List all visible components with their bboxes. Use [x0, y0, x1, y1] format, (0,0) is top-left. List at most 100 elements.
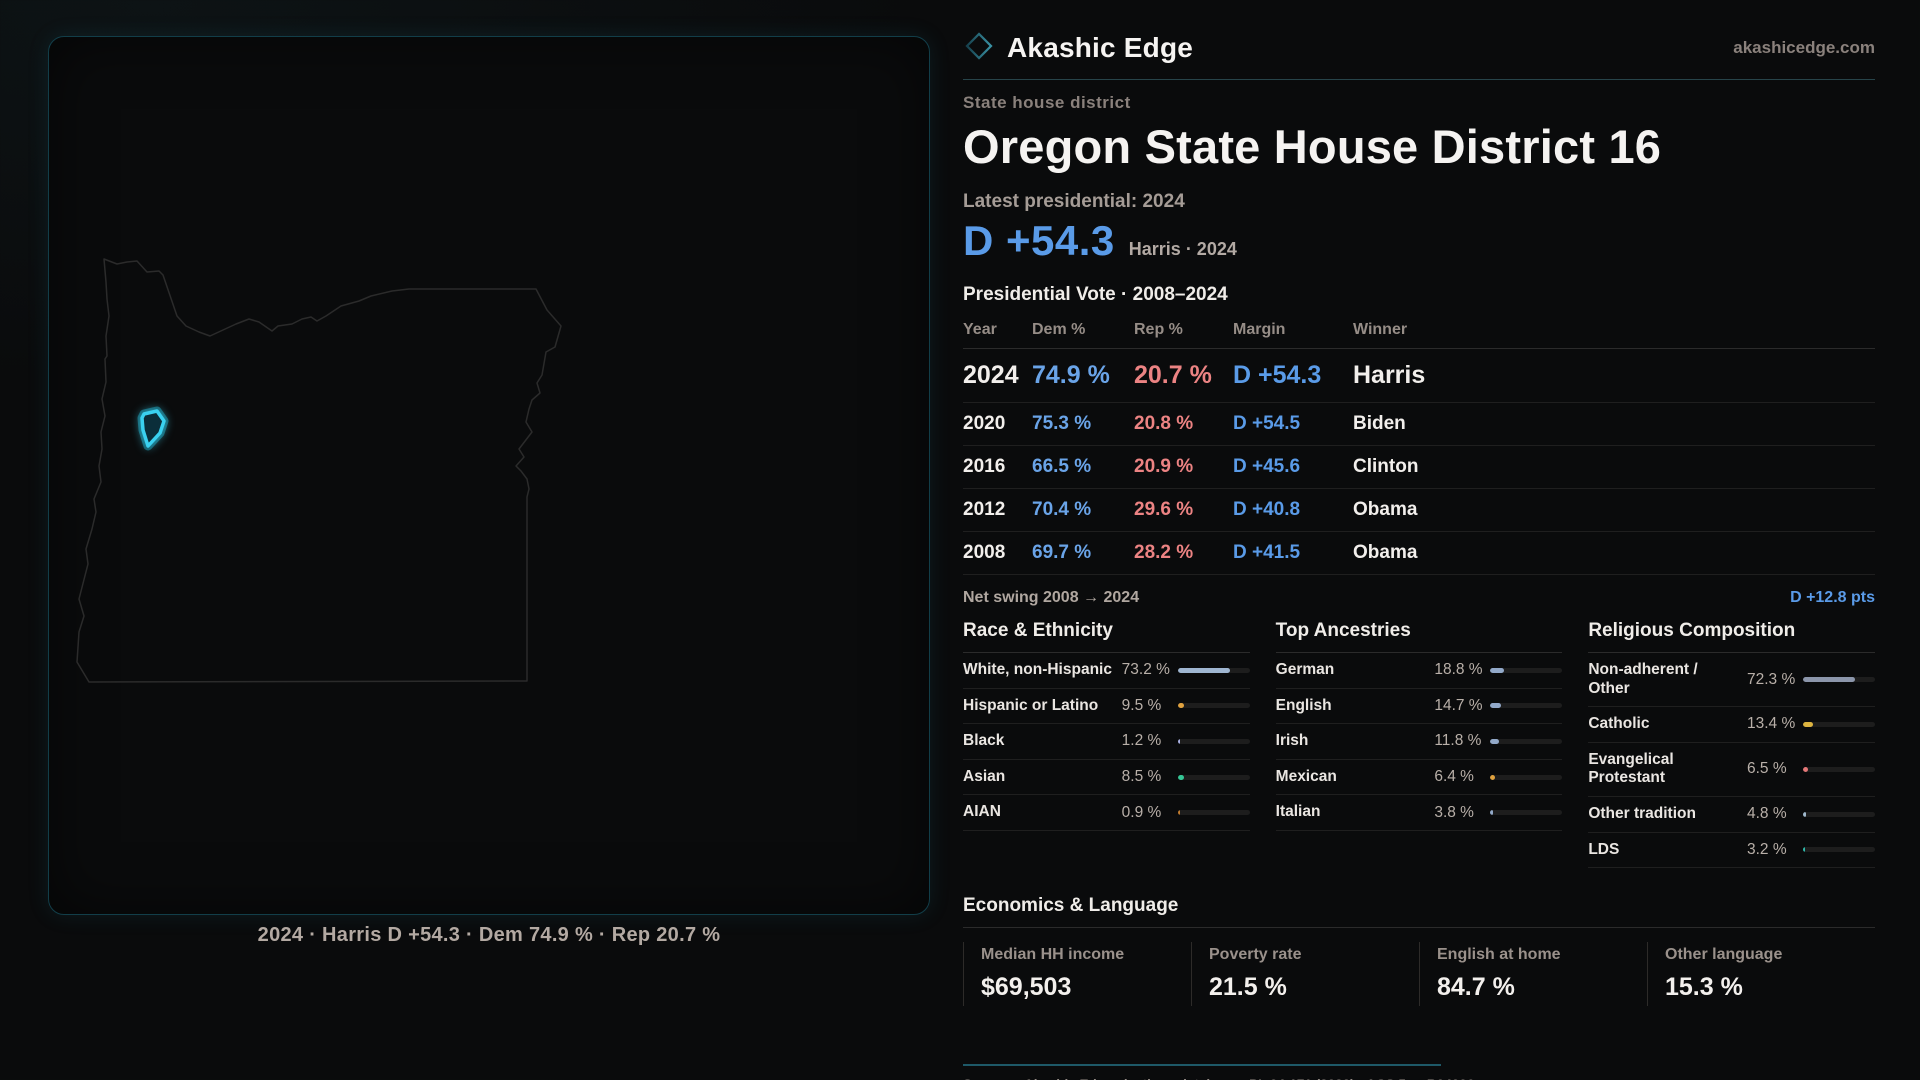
stat-row: AIAN 0.9 %: [963, 795, 1250, 831]
economics-label: English at home: [1437, 946, 1561, 964]
stat-bar: [1802, 847, 1875, 853]
stat-bar: [1177, 810, 1250, 816]
economics-label: Median HH income: [981, 946, 1125, 964]
stat-label: English: [1275, 696, 1332, 714]
stat-row: German 18.8 %: [1275, 653, 1563, 689]
stat-value: 8.5 %: [1121, 768, 1162, 786]
demographics-grid: Race & Ethnicity White, non-Hispanic 73.…: [963, 620, 1875, 869]
vote-winner: Obama: [1353, 542, 1418, 563]
diamond-logo-icon: [963, 30, 995, 67]
vote-margin: D +41.5: [1233, 542, 1301, 563]
net-swing-row: Net swing 2008 → 2024 D +12.8 pts: [963, 575, 1875, 607]
vote-winner: Clinton: [1353, 456, 1419, 477]
economics-card: Poverty rate 21.5 %: [1191, 942, 1419, 1007]
stat-value: 1.2 %: [1121, 732, 1162, 750]
stat-bar: [1802, 766, 1875, 772]
stat-bar: [1490, 738, 1563, 744]
stat-row: Mexican 6.4 %: [1275, 760, 1563, 796]
vote-table-title: Presidential Vote · 2008–2024: [963, 284, 1228, 305]
demographic-section: Religious Composition Non-adherent / Oth…: [1588, 620, 1875, 869]
col-margin: Margin: [1233, 321, 1286, 338]
page-title: Oregon State House District 16: [963, 120, 1662, 173]
economics-title: Economics & Language: [963, 895, 1875, 929]
section-title: Top Ancestries: [1275, 620, 1563, 653]
col-rep: Rep %: [1134, 321, 1183, 338]
stat-value: 18.8 %: [1434, 661, 1483, 679]
brand-header: Akashic Edge akashicedge.com: [963, 26, 1875, 70]
stat-row: Other tradition 4.8 %: [1588, 797, 1875, 833]
stat-row: Irish 11.8 %: [1275, 724, 1563, 760]
stat-label: Italian: [1275, 803, 1321, 821]
stat-row: White, non-Hispanic 73.2 %: [963, 653, 1250, 689]
stat-row: Non-adherent / Other 72.3 %: [1588, 653, 1875, 708]
stat-bar: [1490, 810, 1563, 816]
stat-label: AIAN: [963, 803, 1001, 821]
vote-rep: 29.6 %: [1134, 499, 1194, 520]
stat-value: 3.8 %: [1434, 803, 1474, 821]
stat-label: Asian: [963, 767, 1006, 785]
brand-name: Akashic Edge: [1007, 32, 1194, 63]
vote-year: 2016: [963, 456, 1006, 477]
vote-margin: D +40.8: [1233, 499, 1301, 520]
net-swing-label: Net swing 2008 → 2024: [963, 589, 1140, 606]
footer: Sources: Akashic Edge elections database…: [963, 1064, 1875, 1080]
col-year: Year: [963, 321, 997, 338]
stat-label: German: [1275, 661, 1335, 678]
economics-label: Other language: [1665, 946, 1783, 964]
stat-row: English 14.7 %: [1275, 689, 1563, 725]
footer-divider: [963, 1064, 1441, 1067]
vote-year: 2024: [963, 361, 1019, 389]
stat-bar: [1490, 703, 1563, 709]
vote-winner: Obama: [1353, 499, 1418, 520]
vote-dem: 66.5 %: [1032, 456, 1092, 477]
vote-margin: D +54.3: [1233, 361, 1322, 389]
vote-winner: Harris: [1353, 361, 1426, 389]
header-divider: [963, 79, 1875, 80]
vote-row: 2016 66.5 % 20.9 % D +45.6 Clinton: [963, 446, 1875, 489]
net-swing-value: D +12.8 pts: [1790, 589, 1875, 606]
map-caption: 2024 · Harris D +54.3 · Dem 74.9 % · Rep…: [257, 924, 721, 946]
vote-year: 2020: [963, 413, 1006, 434]
vote-table-body: 2024 74.9 % 20.7 % D +54.3 Harris 2020 7…: [963, 349, 1875, 575]
stat-value: 13.4 %: [1746, 715, 1796, 733]
stat-label: Mexican: [1275, 767, 1337, 785]
stat-bar: [1802, 811, 1875, 817]
vote-rep: 20.7 %: [1134, 361, 1212, 389]
stat-bar: [1177, 667, 1250, 673]
stat-row: Italian 3.8 %: [1275, 795, 1563, 831]
oregon-map: [76, 258, 562, 683]
demographic-section: Top Ancestries German 18.8 % English 14.…: [1275, 620, 1563, 868]
stat-value: 9.5 %: [1121, 696, 1162, 714]
vote-margin: D +45.6: [1233, 456, 1301, 477]
sources-text: Sources: Akashic Edge elections database…: [963, 1077, 1875, 1080]
vote-table-header: Year Dem % Rep % Margin Winner: [963, 321, 1875, 349]
economics-value: 15.3 %: [1665, 973, 1743, 1002]
district-map-panel: [48, 36, 930, 915]
stat-value: 14.7 %: [1434, 696, 1483, 714]
stat-row: Black 1.2 %: [963, 724, 1250, 760]
brand-domain-link[interactable]: akashicedge.com: [1733, 38, 1875, 57]
economics-value: $69,503: [981, 973, 1072, 1002]
district-marker: [140, 409, 166, 448]
vote-row: 2008 69.7 % 28.2 % D +41.5 Obama: [963, 532, 1875, 575]
stat-row: Catholic 13.4 %: [1588, 707, 1875, 743]
vote-rep: 20.9 %: [1134, 456, 1194, 477]
stat-value: 4.8 %: [1746, 805, 1787, 823]
vote-dem: 70.4 %: [1032, 499, 1092, 520]
latest-presidential-label: Latest presidential: 2024: [963, 191, 1185, 212]
stat-value: 3.2 %: [1746, 840, 1787, 858]
vote-dem: 74.9 %: [1032, 361, 1110, 389]
stat-value: 73.2 %: [1121, 661, 1170, 679]
detail-panel: Akashic Edge akashicedge.com State house…: [963, 26, 1875, 1080]
stat-label: Catholic: [1588, 715, 1650, 733]
vote-winner: Biden: [1353, 413, 1406, 434]
stat-bar: [1490, 667, 1563, 673]
stat-label: Irish: [1275, 732, 1309, 750]
economics-grid: Median HH income $69,503 Poverty rate 21…: [963, 942, 1875, 1007]
stat-value: 11.8 %: [1434, 732, 1482, 750]
stat-value: 6.4 %: [1434, 768, 1474, 786]
col-winner: Winner: [1353, 321, 1408, 338]
stat-value: 72.3 %: [1746, 670, 1796, 688]
stat-label: Black: [963, 732, 1005, 750]
vote-year: 2012: [963, 499, 1006, 520]
